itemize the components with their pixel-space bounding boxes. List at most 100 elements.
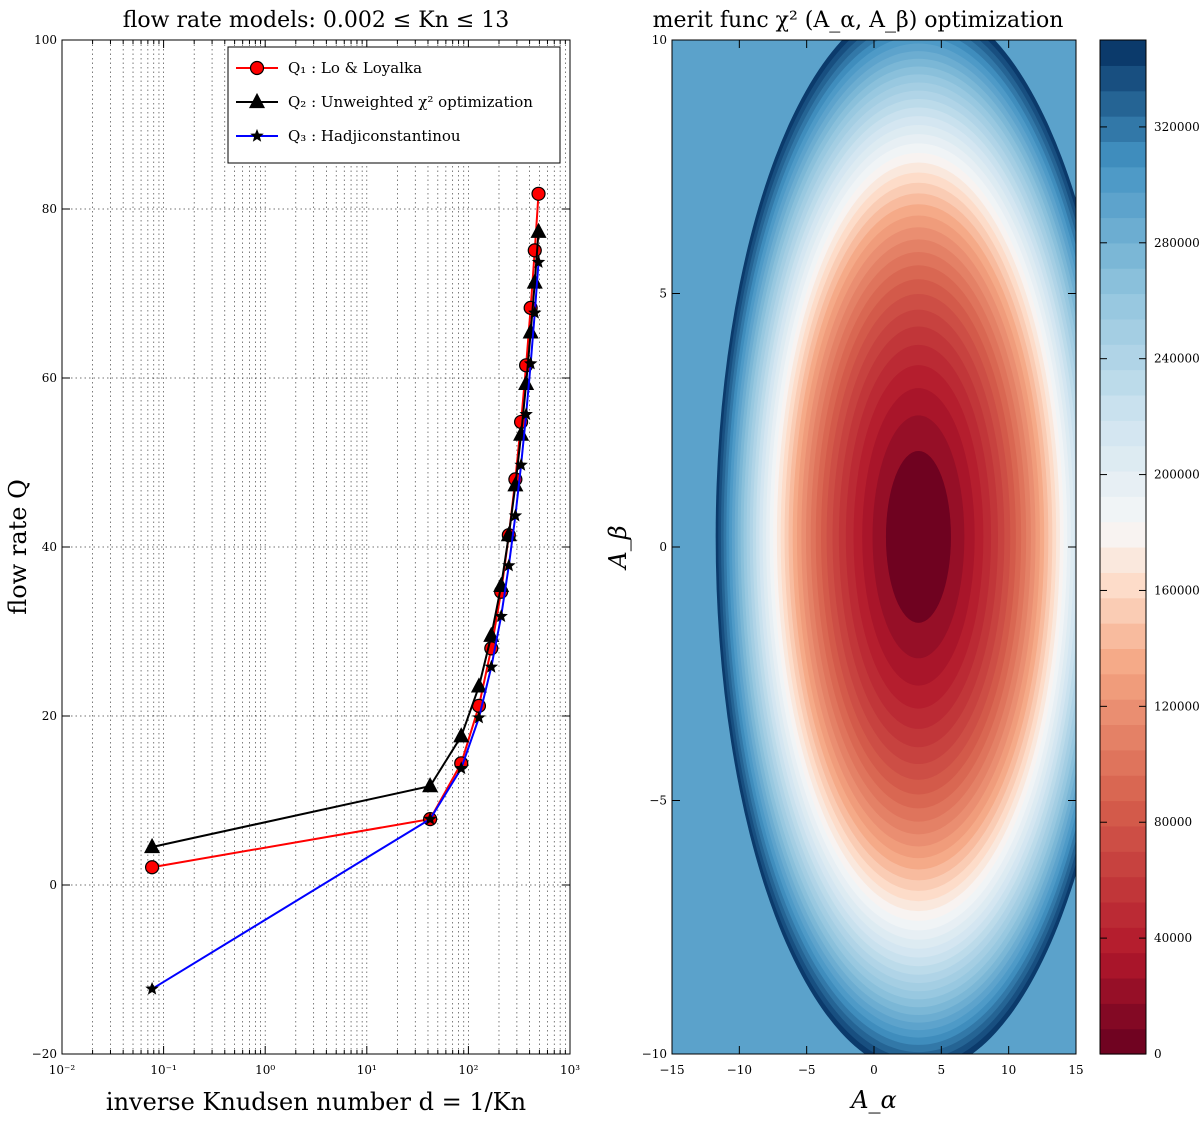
colorbar-tick-label: 240000	[1154, 352, 1200, 366]
data-point	[484, 659, 499, 673]
data-point	[502, 558, 516, 572]
colorbar-tick-label: 40000	[1154, 931, 1192, 945]
colorbar-segment	[1100, 952, 1146, 979]
series-3	[145, 255, 546, 995]
colorbar-tick-label: 280000	[1154, 236, 1200, 250]
line-chart-grid	[62, 40, 570, 1054]
y-tick-label: 100	[34, 33, 57, 47]
colorbar-segment	[1100, 724, 1146, 751]
legend-label: Q₃ : Hadjiconstantinou	[288, 127, 461, 145]
colorbar-tick-label: 120000	[1154, 699, 1200, 713]
line-chart-series	[144, 186, 547, 995]
data-point	[531, 255, 546, 268]
colorbar-segment	[1100, 851, 1146, 878]
colorbar-segment	[1100, 369, 1146, 396]
y-tick-label: 60	[42, 371, 57, 385]
colorbar-segment	[1100, 749, 1146, 776]
colorbar-ticks: 0 40000 80000 120000 160000 200000 240000 28000…	[1100, 120, 1200, 1061]
colorbar-segment	[1100, 825, 1146, 852]
heatmap-chart: −15 −10 −5 0 5 10 15 −10 −5 0 5 10 merit func χ² (A…	[604, 8, 1200, 1114]
data-point	[514, 457, 528, 471]
colorbar-segment	[1100, 648, 1146, 675]
data-point	[144, 860, 160, 875]
colorbar-segment	[1100, 40, 1146, 66]
colorbar-segment	[1100, 572, 1146, 599]
legend-box	[227, 46, 561, 164]
colorbar-segment	[1100, 344, 1146, 371]
data-point	[454, 761, 468, 775]
colorbar-segment	[1100, 65, 1146, 92]
data-point	[422, 777, 439, 793]
data-point	[530, 222, 547, 238]
legend-item: Q₁ : Lo & Loyalka	[236, 59, 422, 77]
data-point	[508, 508, 523, 522]
colorbar-tick-label: 0	[1154, 1047, 1162, 1061]
line-chart: 10⁻² 10⁻¹ 10⁰ 10¹ 10² 10³ −20 0 20 40 60 80 100 Q₁ :…	[4, 8, 580, 1116]
colorbar-segment	[1100, 242, 1146, 269]
line-chart-title: flow rate models: 0.002 ≤ Kn ≤ 13	[123, 8, 510, 33]
y-tick-label: 40	[42, 540, 57, 554]
heatmap-x-axis-label: A_α	[849, 1086, 897, 1114]
legend-label: Q₁ : Lo & Loyalka	[288, 59, 422, 77]
colorbar-segment	[1100, 927, 1146, 954]
x-tick-label: −10	[727, 1063, 752, 1077]
legend-item: Q₃ : Hadjiconstantinou	[236, 127, 461, 145]
heatmap-y-axis-label: A_β	[604, 525, 632, 570]
colorbar-segment	[1100, 166, 1146, 193]
colorbar-segment	[1100, 775, 1146, 802]
x-tick-label: 10¹	[357, 1063, 377, 1077]
colorbar-segment	[1100, 800, 1146, 827]
x-tick-label: 0	[870, 1063, 878, 1077]
data-point	[483, 626, 500, 642]
line-chart-plot-area	[62, 40, 570, 1054]
colorbar-segment	[1100, 673, 1146, 700]
colorbar-segment	[1100, 699, 1146, 726]
y-tick-label: 10	[652, 33, 667, 47]
colorbar-segment	[1100, 876, 1146, 903]
data-point	[470, 677, 487, 693]
legend-item: Q₂ : Unweighted χ² optimization	[236, 92, 533, 111]
colorbar-segment	[1100, 318, 1146, 345]
x-tick-label: 15	[1068, 1063, 1083, 1077]
colorbar-segment	[1100, 496, 1146, 523]
y-tick-label: 0	[659, 540, 667, 554]
colorbar-segment	[1100, 597, 1146, 624]
colorbar-segment	[1100, 116, 1146, 142]
x-tick-label: 10²	[458, 1063, 478, 1077]
x-tick-label: 10³	[560, 1063, 580, 1077]
x-tick-label: 5	[938, 1063, 946, 1077]
colorbar-segment	[1100, 268, 1146, 295]
line-chart-y-axis-label: flow rate Q	[4, 479, 32, 615]
y-tick-label: −5	[649, 794, 667, 808]
data-point	[144, 837, 161, 854]
colorbar-segment	[1100, 217, 1146, 244]
colorbar-segment	[1100, 394, 1146, 421]
legend-marker	[248, 92, 266, 109]
x-tick-label: 10⁻²	[49, 1063, 76, 1077]
heatmap-ticks: −15 −10 −5 0 5 10 15 −10 −5 0 5 10	[642, 33, 1084, 1077]
contour-band-minimum	[885, 450, 951, 623]
colorbar-segment	[1100, 141, 1146, 168]
data-point	[423, 811, 437, 825]
colorbar-segment	[1100, 623, 1146, 649]
colorbar-segment	[1100, 90, 1146, 117]
series-2	[144, 222, 547, 854]
line-chart-x-axis-label: inverse Knudsen number d = 1/Kn	[106, 1088, 526, 1116]
x-tick-label: 10⁻¹	[150, 1063, 176, 1077]
legend-label: Q₂ : Unweighted χ² optimization	[288, 93, 533, 111]
data-point	[528, 305, 542, 319]
data-point	[472, 710, 486, 724]
colorbar-segment	[1100, 1028, 1146, 1055]
x-tick-label: −15	[659, 1063, 684, 1077]
colorbar-segment	[1100, 977, 1146, 1004]
y-tick-label: −20	[32, 1047, 57, 1061]
y-tick-label: 5	[659, 287, 667, 301]
data-point	[531, 186, 546, 201]
heatmap-bands	[715, 40, 1076, 1054]
colorbar-segment	[1100, 420, 1146, 447]
legend-marker	[250, 128, 264, 142]
x-tick-label: −5	[798, 1063, 816, 1077]
colorbar-segment	[1100, 521, 1146, 548]
colorbar-tick-label: 80000	[1154, 815, 1192, 829]
data-point	[526, 273, 543, 289]
